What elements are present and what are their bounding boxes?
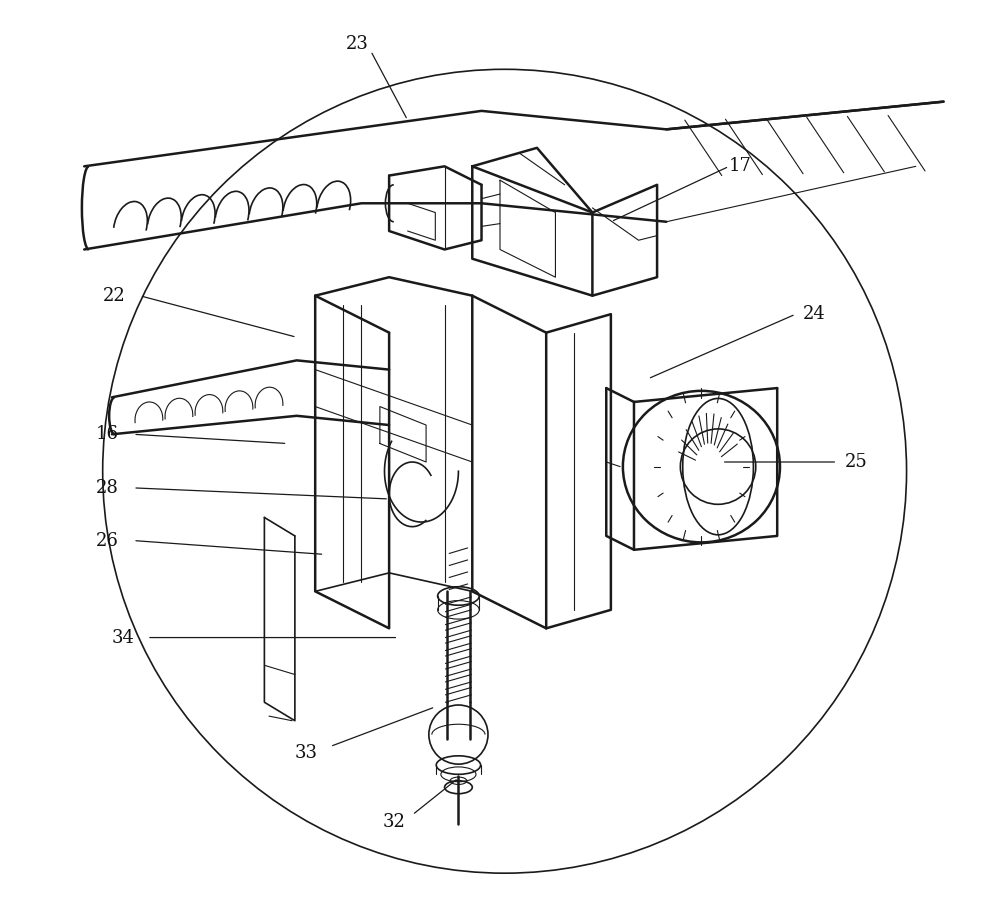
Text: 33: 33	[294, 744, 317, 762]
Text: 24: 24	[803, 305, 826, 323]
Text: 34: 34	[112, 628, 134, 647]
Text: 32: 32	[382, 813, 405, 832]
Text: 22: 22	[102, 286, 125, 305]
Text: 16: 16	[96, 425, 119, 444]
Text: 28: 28	[96, 479, 119, 497]
Text: 26: 26	[96, 531, 119, 550]
Text: 23: 23	[345, 35, 368, 54]
Text: 17: 17	[729, 157, 752, 176]
Text: 25: 25	[844, 453, 867, 471]
